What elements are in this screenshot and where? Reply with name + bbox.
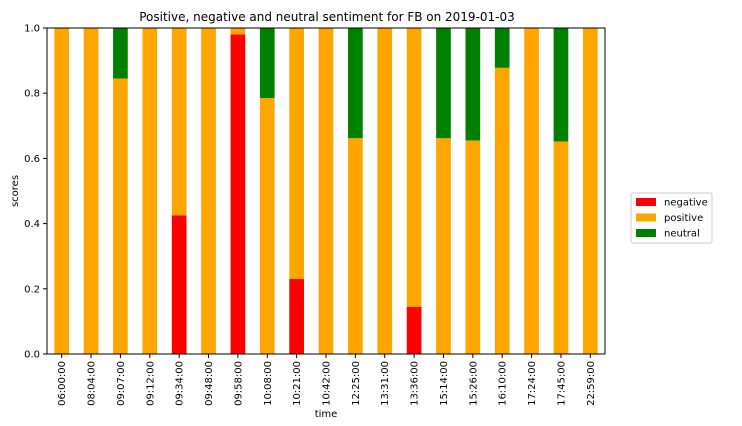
bar-negative-13:36:00 xyxy=(406,306,422,354)
bar-positive-13:36:00 xyxy=(406,28,422,307)
x-tick-label: 15:26:00 xyxy=(468,361,479,406)
x-tick-label: 15:14:00 xyxy=(439,361,450,406)
bar-positive-10:08:00 xyxy=(259,98,275,354)
x-tick-label: 09:12:00 xyxy=(145,361,156,406)
bar-negative-10:21:00 xyxy=(289,279,304,354)
bar-positive-22:59:00 xyxy=(582,28,598,354)
bar-neutral-10:08:00 xyxy=(259,28,275,99)
y-axis: 0.0 0.2 0.4 0.6 0.8 1.0 xyxy=(24,24,47,361)
x-tick-label: 09:48:00 xyxy=(204,361,215,406)
bar-negative-09:34:00 xyxy=(171,215,187,354)
x-tick-label: 08:04:00 xyxy=(87,361,98,406)
y-tick-label: 0.4 xyxy=(24,219,40,230)
x-tick-label: 17:24:00 xyxy=(527,361,538,406)
bar-positive-17:45:00 xyxy=(553,141,569,354)
legend-swatch-neutral xyxy=(636,229,656,237)
x-tick-label: 13:36:00 xyxy=(410,361,421,406)
x-tick-label: 16:10:00 xyxy=(498,361,509,406)
legend-label-positive: positive xyxy=(664,213,703,224)
x-tick-label: 17:45:00 xyxy=(556,361,567,406)
y-tick-label: 0.2 xyxy=(24,284,40,295)
chart-title: Positive, negative and neutral sentiment… xyxy=(139,10,515,24)
x-tick-label: 13:31:00 xyxy=(380,361,391,406)
bar-positive-09:48:00 xyxy=(201,28,216,354)
bar-positive-06:00:00 xyxy=(54,28,70,354)
x-tick-label: 10:42:00 xyxy=(322,361,333,406)
legend-label-neutral: neutral xyxy=(664,229,700,240)
x-tick-label: 09:58:00 xyxy=(233,361,244,406)
bar-positive-12:25:00 xyxy=(348,138,363,354)
bar-negative-09:58:00 xyxy=(230,34,246,355)
bar-neutral-09:07:00 xyxy=(113,28,128,79)
bar-positive-16:10:00 xyxy=(494,67,510,354)
x-tick-label: 22:59:00 xyxy=(586,361,597,406)
bar-positive-13:31:00 xyxy=(377,28,393,354)
bar-positive-15:14:00 xyxy=(436,138,451,354)
bar-neutral-15:26:00 xyxy=(465,28,481,141)
y-tick-label: 0.6 xyxy=(24,154,40,165)
bar-positive-09:07:00 xyxy=(113,78,128,354)
legend-swatch-negative xyxy=(636,198,656,206)
y-axis-label: scores xyxy=(10,175,21,207)
bars-group xyxy=(54,28,598,355)
bar-positive-15:26:00 xyxy=(465,140,481,354)
bar-positive-10:42:00 xyxy=(318,28,334,354)
bar-positive-09:12:00 xyxy=(142,28,158,354)
bar-positive-10:21:00 xyxy=(289,28,304,280)
bar-neutral-12:25:00 xyxy=(348,28,363,139)
x-tick-label: 09:07:00 xyxy=(116,361,127,406)
bar-positive-09:34:00 xyxy=(171,28,187,216)
y-tick-label: 1.0 xyxy=(24,24,40,35)
x-axis: 06:00:00 08:04:00 09:07:00 09:12:00 09:34:00… xyxy=(57,354,597,406)
bar-neutral-15:14:00 xyxy=(436,28,451,139)
bar-neutral-16:10:00 xyxy=(494,28,510,68)
bar-neutral-17:45:00 xyxy=(553,28,569,142)
x-axis-label: time xyxy=(315,409,338,420)
legend-label-negative: negative xyxy=(664,198,708,209)
x-tick-label: 06:00:00 xyxy=(57,361,68,406)
x-tick-label: 09:34:00 xyxy=(175,361,186,406)
bar-positive-09:58:00 xyxy=(230,28,246,35)
x-tick-label: 12:25:00 xyxy=(351,361,362,406)
legend: negative positive neutral xyxy=(630,192,713,244)
bar-positive-17:24:00 xyxy=(524,28,539,354)
y-tick-label: 0.0 xyxy=(24,350,40,361)
y-tick-label: 0.8 xyxy=(24,89,40,100)
bar-positive-08:04:00 xyxy=(83,28,99,354)
x-tick-label: 10:21:00 xyxy=(292,361,303,406)
x-tick-label: 10:08:00 xyxy=(263,361,274,406)
legend-swatch-positive xyxy=(636,213,656,222)
